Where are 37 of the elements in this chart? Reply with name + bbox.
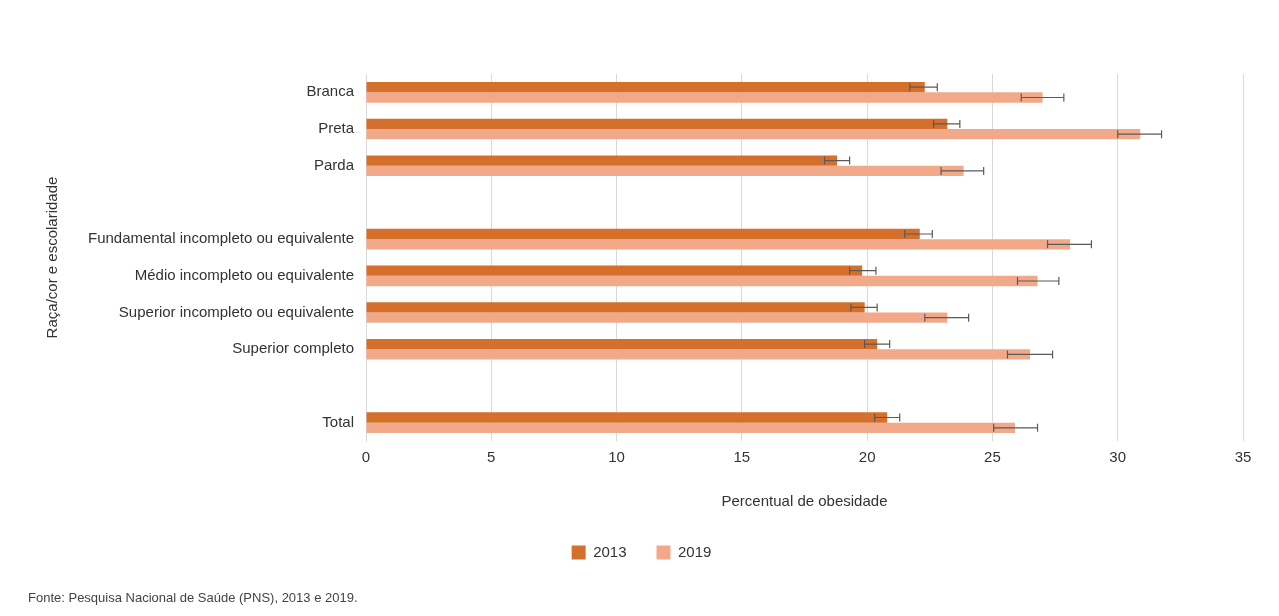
y-tick-label: Preta (318, 119, 355, 137)
bar (366, 275, 1038, 287)
bar (366, 92, 1043, 103)
source-note: Fonte: Pesquisa Nacional de Saúde (PNS), 2013 e 2019. (28, 590, 358, 605)
bar (366, 312, 948, 323)
y-tick-label: Branca (306, 82, 355, 100)
x-tick-label: 10 (608, 448, 625, 466)
x-tick-label: 0 (361, 448, 371, 466)
y-tick-label: Superior completo (232, 339, 355, 357)
bar (366, 412, 888, 423)
y-tick-label: Fundamental incompleto ou equivalente (87, 229, 355, 247)
x-tick-label: 15 (733, 448, 751, 466)
bar (366, 302, 865, 313)
legend-label: 2013 (593, 542, 627, 560)
bar (366, 228, 920, 240)
bar (366, 155, 838, 166)
x-tick-label: 5 (487, 448, 496, 466)
x-tick-label: 25 (984, 448, 1001, 466)
y-tick-label: Médio incompleto ou equivalente (134, 265, 355, 283)
y-tick-label: Parda (313, 155, 355, 173)
legend-label: 2019 (678, 542, 712, 560)
bar (366, 349, 1031, 360)
x-axis-title: Percentual de obesidade (721, 492, 888, 510)
bar (366, 118, 948, 130)
bar (366, 82, 925, 93)
y-tick-label: Total (322, 412, 355, 430)
bar (366, 165, 964, 177)
bar (366, 338, 878, 350)
bar (366, 129, 1141, 140)
x-tick-label: 30 (1109, 448, 1127, 466)
x-tick-label: 35 (1234, 448, 1252, 466)
y-axis-title: Raça/cor e escolaridade (43, 176, 61, 339)
x-tick-label: 20 (858, 448, 876, 466)
y-tick-label: Superior incompleto ou equivalente (118, 302, 355, 320)
bar (366, 422, 1015, 433)
bar (366, 265, 863, 276)
bar (366, 239, 1071, 250)
